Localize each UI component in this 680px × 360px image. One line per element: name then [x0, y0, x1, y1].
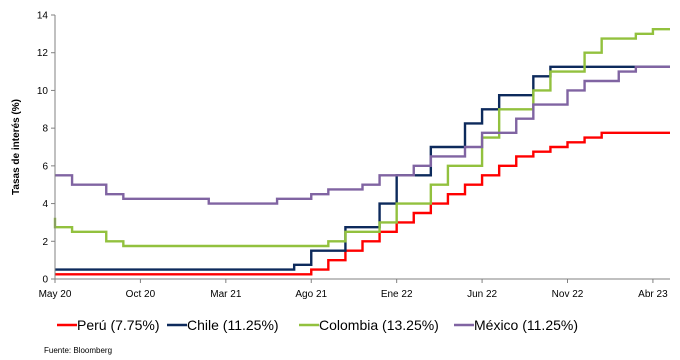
- series-line-1: [55, 65, 670, 271]
- source-note: Fuente: Bloomberg: [44, 346, 113, 355]
- y-ticks: 0 2 4 6 8 10 12 14: [37, 11, 55, 286]
- y-tick-label: 4: [42, 199, 48, 210]
- x-tick-label: May 20: [39, 289, 72, 300]
- legend-label: Colombia (13.25%): [319, 317, 439, 333]
- y-tick-label: 10: [37, 86, 49, 97]
- y-tick-label: 8: [42, 124, 48, 135]
- x-tick-label: Mar 21: [210, 289, 242, 300]
- x-tick-label: Abr 23: [638, 289, 668, 300]
- x-tick-label: Nov 22: [552, 289, 584, 300]
- axes: [54, 15, 670, 280]
- x-ticks: May 20 Oct 20 Mar 21 Ago 21 Ene 22 Jun 22 Nov …: [39, 279, 668, 300]
- x-tick-label: Oct 20: [126, 289, 156, 300]
- y-tick-label: 2: [42, 237, 48, 248]
- legend-label: México (11.25%): [474, 317, 578, 333]
- y-tick-label: 6: [42, 161, 48, 172]
- series-line-3: [55, 65, 670, 205]
- y-tick-label: 12: [37, 48, 49, 59]
- y-tick-label: 14: [37, 11, 49, 22]
- series-line-0: [55, 131, 670, 276]
- x-tick-label: Jun 22: [467, 289, 497, 300]
- legend: Perú (7.75%) Chile (11.25%) Colombia (13.2…: [57, 317, 578, 333]
- series-line-2: [53, 27, 670, 248]
- x-tick-label: Ene 22: [381, 289, 413, 300]
- y-axis-title: Tasas de interés (%): [11, 99, 22, 195]
- legend-label: Chile (11.25%): [187, 317, 279, 333]
- x-tick-label: Ago 21: [295, 289, 327, 300]
- y-tick-label: 0: [42, 275, 48, 286]
- plot-series: [53, 27, 670, 276]
- legend-label: Perú (7.75%): [77, 317, 159, 333]
